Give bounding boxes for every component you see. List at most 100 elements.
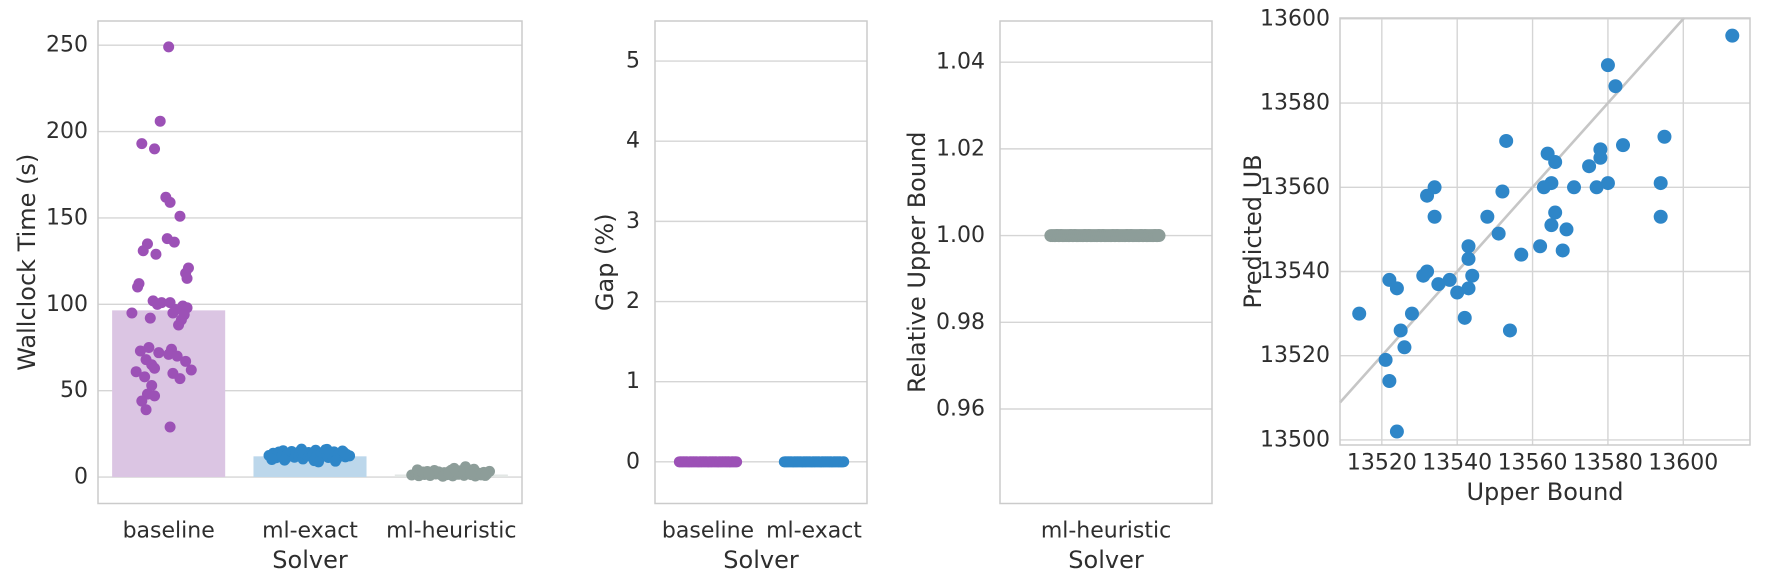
data-point-baseline xyxy=(144,312,156,324)
plot-box xyxy=(654,20,868,505)
y-tick-label: 13580 xyxy=(1260,91,1330,116)
data-point xyxy=(1600,58,1615,73)
x-tick-label: 13560 xyxy=(1498,451,1568,476)
y-tick-label: 13540 xyxy=(1260,259,1330,284)
data-point-baseline xyxy=(136,395,148,407)
data-point xyxy=(1491,226,1506,241)
data-point xyxy=(1502,323,1517,338)
y-tick-label: 1.02 xyxy=(936,136,985,161)
data-point-baseline xyxy=(137,245,149,257)
data-point xyxy=(1725,28,1740,43)
data-point xyxy=(1382,373,1397,388)
x-tick-label: 13580 xyxy=(1573,451,1643,476)
data-point xyxy=(1616,138,1631,153)
data-point xyxy=(1450,285,1465,300)
data-point-ml-exact xyxy=(329,455,341,467)
data-point-ml-exact xyxy=(312,456,324,468)
data-point-ml-exact xyxy=(838,456,850,468)
data-point xyxy=(1653,209,1668,224)
data-point xyxy=(1389,424,1404,439)
data-point-ml-exact xyxy=(321,443,333,455)
y-tick-label: 1 xyxy=(626,369,640,394)
data-point-ml-exact xyxy=(338,446,350,458)
data-point xyxy=(1559,222,1574,237)
data-point-baseline xyxy=(154,115,166,127)
data-point xyxy=(1352,306,1367,321)
x-tick-label: baseline xyxy=(662,519,754,544)
data-point xyxy=(1544,218,1559,233)
x-tick-label: 13520 xyxy=(1347,451,1417,476)
data-point-baseline xyxy=(167,307,179,319)
plot-box xyxy=(97,20,523,505)
y-tick-label: 13500 xyxy=(1260,427,1330,452)
y-tick-label: 2 xyxy=(626,289,640,314)
data-point-baseline xyxy=(149,390,161,402)
y-axis-label: Predicted UB xyxy=(1239,154,1267,308)
data-point-baseline xyxy=(139,371,151,383)
y-tick-label: 1.00 xyxy=(936,223,985,248)
data-point xyxy=(1593,150,1608,165)
data-point-baseline xyxy=(164,421,176,433)
data-point xyxy=(1536,180,1551,195)
data-point-baseline xyxy=(132,281,144,293)
y-axis-label: Relative Upper Bound xyxy=(903,131,931,393)
bar-baseline xyxy=(112,310,226,478)
data-point-baseline xyxy=(136,138,148,150)
data-point xyxy=(1431,277,1446,292)
data-point-baseline xyxy=(130,366,142,378)
data-point-ml-heuristic xyxy=(465,469,477,481)
data-point xyxy=(1389,281,1404,296)
data-point xyxy=(1608,79,1623,94)
data-point xyxy=(1548,205,1563,220)
y-axis-label: Wallclock Time (s) xyxy=(13,154,41,371)
y-tick-label: 13520 xyxy=(1260,343,1330,368)
data-point-baseline xyxy=(153,347,165,359)
x-tick-label: ml-heuristic xyxy=(386,519,516,544)
data-point xyxy=(1653,176,1668,191)
y-tick-label: 0 xyxy=(626,449,640,474)
data-point xyxy=(1420,188,1435,203)
data-point xyxy=(1378,352,1393,367)
data-point-baseline xyxy=(143,342,155,354)
y-tick-label: 1.04 xyxy=(936,50,985,75)
data-point xyxy=(1457,310,1472,325)
data-point-baseline xyxy=(146,380,158,392)
data-point-ml-exact xyxy=(266,453,278,465)
x-axis-label: Solver xyxy=(723,546,799,574)
data-point-baseline xyxy=(185,364,197,376)
data-point xyxy=(1657,129,1672,144)
data-point-baseline xyxy=(163,41,175,53)
data-point-baseline xyxy=(140,404,152,416)
data-point xyxy=(1567,180,1582,195)
data-point xyxy=(1465,268,1480,283)
data-point-baseline xyxy=(168,236,180,248)
x-tick-label: ml-exact xyxy=(766,519,862,544)
x-tick-label: 13600 xyxy=(1648,451,1718,476)
y-tick-label: 200 xyxy=(46,119,88,144)
data-point-baseline xyxy=(149,362,161,374)
data-point-ml-heuristic xyxy=(1152,229,1166,243)
data-point xyxy=(1548,155,1563,170)
x-tick-label: ml-heuristic xyxy=(1041,519,1171,544)
data-point-baseline xyxy=(149,143,161,155)
x-axis-label: Solver xyxy=(272,546,348,574)
data-point xyxy=(1461,251,1476,266)
plot-box xyxy=(999,20,1213,505)
y-tick-label: 0.96 xyxy=(936,396,985,421)
y-tick-label: 150 xyxy=(46,205,88,230)
data-point xyxy=(1480,209,1495,224)
y-tick-label: 4 xyxy=(626,129,640,154)
data-point-baseline xyxy=(164,196,176,208)
y-tick-label: 5 xyxy=(626,49,640,74)
y-axis-label: Gap (%) xyxy=(591,213,619,311)
data-point xyxy=(1461,281,1476,296)
data-point xyxy=(1589,180,1604,195)
data-point xyxy=(1416,268,1431,283)
data-point xyxy=(1514,247,1529,262)
x-axis-label: Solver xyxy=(1068,546,1144,574)
data-point-baseline xyxy=(126,307,138,319)
data-point-ml-heuristic xyxy=(423,468,435,480)
